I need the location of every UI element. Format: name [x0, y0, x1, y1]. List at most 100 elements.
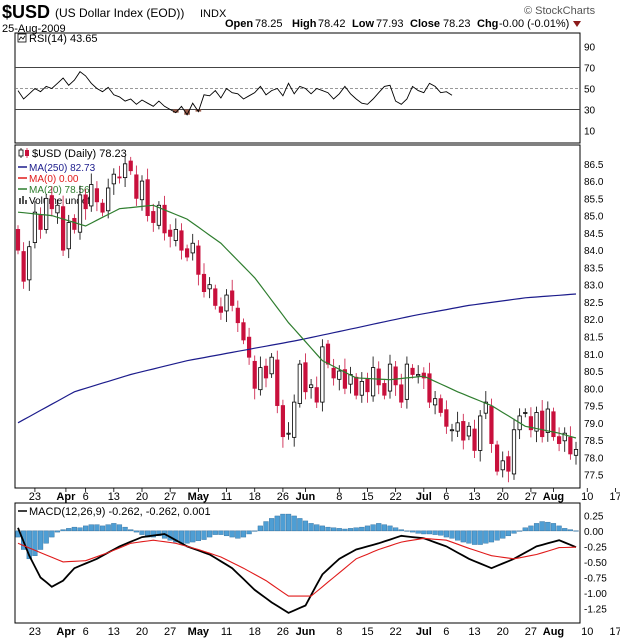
macd-histogram-bar — [347, 528, 354, 532]
macd-histogram-bar — [43, 530, 49, 544]
macd-histogram-bar — [285, 513, 292, 532]
price-panel — [14, 144, 581, 489]
low-label: Low — [352, 18, 374, 30]
open-value: 78.25 — [255, 18, 283, 30]
price-x-tick-label: 15 — [361, 491, 373, 503]
price-candle — [562, 427, 567, 452]
price-y-tick: 86.5 — [584, 160, 604, 171]
chg-value: -0.00 (-0.01%) — [499, 18, 569, 30]
price-candle — [100, 199, 105, 217]
macd-histogram-bar — [88, 524, 94, 532]
price-candle — [122, 156, 128, 187]
macd-histogram-bar — [517, 530, 523, 532]
price-candle — [427, 362, 432, 408]
price-y-tick: 86.0 — [584, 177, 604, 188]
price-candle — [314, 376, 319, 408]
exchange-label: INDX — [200, 8, 227, 20]
price-y-tick: 81.0 — [584, 350, 604, 361]
price-candle — [38, 207, 43, 239]
macd-histogram-bar — [319, 525, 325, 532]
price-candle — [94, 181, 100, 212]
macd-histogram-bar — [573, 530, 579, 532]
price-candle — [44, 194, 49, 234]
macd-histogram-bar — [263, 521, 269, 532]
price-y-tick: 82.0 — [584, 315, 604, 326]
macd-legend-text: MACD(12,26,9) -0.262, -0.262, 0.001 — [29, 506, 211, 518]
macd-histogram-bar — [173, 530, 179, 543]
rsi-line — [17, 71, 453, 116]
macd-histogram-bar — [297, 518, 303, 532]
price-candle — [455, 411, 460, 437]
macd-histogram-bar — [54, 530, 61, 533]
macd-histogram-bar — [218, 530, 224, 535]
price-candle — [184, 244, 190, 262]
macd-histogram-bar — [252, 530, 258, 532]
macd-histogram-bar — [212, 530, 218, 535]
macd-histogram-bar — [539, 521, 545, 532]
macd-histogram-bar — [32, 530, 38, 556]
macd-histogram-bar — [449, 530, 455, 539]
macd-y-tick: 0.00 — [584, 527, 604, 538]
macd-histogram-bar — [26, 530, 32, 560]
price-candle — [213, 284, 218, 310]
macd-histogram-bar — [533, 523, 540, 532]
price-candle — [292, 394, 297, 447]
close-label: Close — [410, 18, 440, 30]
price-legend-text: $USD (Daily) 78.23 — [32, 148, 127, 160]
macd-histogram-bar — [190, 530, 196, 543]
macd-x-tick-label: 26 — [277, 626, 289, 638]
price-candle — [106, 178, 111, 219]
price-x-tick-label: 23 — [29, 491, 41, 503]
price-y-tick: 84.0 — [584, 246, 604, 257]
price-candle — [382, 379, 387, 400]
price-candle — [280, 399, 286, 448]
price-candle — [151, 203, 156, 232]
price-candle — [461, 413, 466, 450]
macd-histogram-bar — [139, 530, 145, 535]
macd-histogram-bar — [522, 527, 528, 532]
macd-histogram-bar — [195, 530, 201, 542]
macd-histogram-bar — [409, 530, 416, 533]
price-candle — [111, 168, 116, 195]
price-candle — [432, 391, 438, 415]
high-value: 78.42 — [318, 18, 346, 30]
price-legend: $USD (Daily) 78.23 MA(250) 82.73 MA(0) 0… — [18, 148, 127, 207]
price-candle — [444, 400, 449, 434]
macd-histogram-bar — [314, 524, 320, 532]
macd-histogram-bar — [511, 530, 517, 534]
rsi-legend-text: RSI(14) 43.65 — [29, 33, 97, 45]
macd-histogram-bar — [336, 528, 342, 532]
close-value: 78.23 — [443, 18, 471, 30]
price-candle — [196, 240, 201, 286]
price-candle — [89, 173, 94, 212]
macd-histogram-bar — [133, 530, 139, 533]
macd-y-tick: -0.50 — [584, 558, 607, 569]
price-x-tick-label: 20 — [497, 491, 509, 503]
macd-histogram-bar — [550, 523, 557, 532]
price-candle — [168, 224, 173, 248]
macd-histogram-bar — [443, 530, 449, 538]
macd-histogram-bar — [488, 530, 495, 543]
macd-histogram-bar — [545, 521, 551, 532]
macd-histogram-bar — [37, 530, 44, 550]
macd-x-tick-label: 22 — [390, 626, 402, 638]
price-y-tick: 85.0 — [584, 212, 604, 223]
brand-logo-text: © StockCharts — [524, 5, 596, 17]
price-candle — [359, 372, 364, 403]
price-x-tick-label: 8 — [336, 491, 342, 503]
price-y-tick: 80.0 — [584, 384, 604, 395]
high-label: High — [292, 18, 317, 30]
price-candle — [201, 263, 207, 298]
macd-x-tick-label: 27 — [164, 626, 176, 638]
macd-histogram-bar — [432, 530, 438, 535]
macd-x-tick-label: 13 — [108, 626, 120, 638]
price-x-tick-label: 6 — [83, 491, 89, 503]
price-candle — [365, 372, 370, 403]
price-candle — [387, 354, 393, 399]
price-candle — [269, 353, 274, 378]
macd-x-tick-label: 20 — [136, 626, 148, 638]
macd-histogram-bar — [438, 530, 444, 536]
macd-panel — [14, 502, 581, 624]
price-candle — [246, 327, 252, 365]
price-candle — [511, 418, 517, 480]
